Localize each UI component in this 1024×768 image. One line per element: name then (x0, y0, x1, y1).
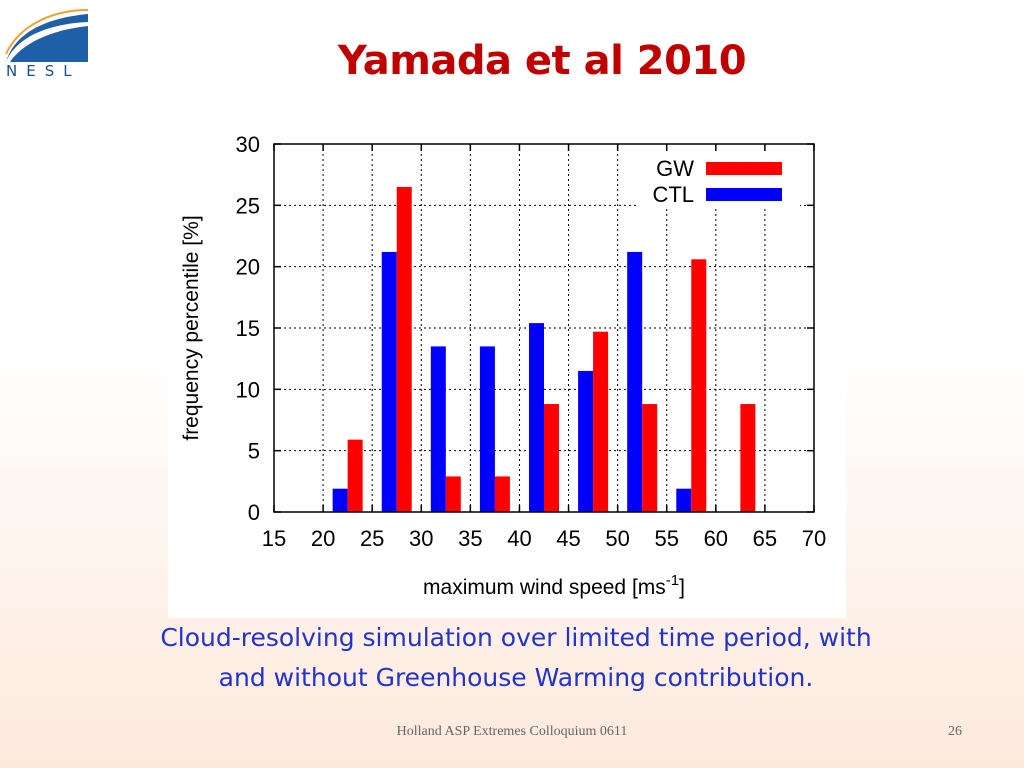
bar-gw (593, 331, 609, 512)
y-tick-label: 5 (248, 439, 260, 464)
slide-caption: Cloud-resolving simulation over limited … (60, 618, 972, 698)
x-tick-label: 40 (507, 526, 531, 551)
x-tick-label: 20 (311, 526, 335, 551)
x-tick-label: 60 (704, 526, 728, 551)
bar-gw (396, 186, 412, 512)
bar-ctl (430, 346, 446, 512)
bar-ctl (381, 251, 397, 512)
x-tick-label: 70 (802, 526, 826, 551)
slide-footer: Holland ASP Extremes Colloquium 0611 (396, 724, 628, 739)
y-axis-label: frequency percentile [%] (180, 215, 203, 440)
bar-gw (642, 404, 658, 512)
bar-gw (740, 404, 756, 512)
bar-ctl (627, 251, 643, 512)
bar-gw (494, 476, 510, 512)
x-tick-label: 30 (409, 526, 433, 551)
bar-ctl (676, 488, 692, 512)
bar-ctl (578, 370, 594, 512)
logo-swoosh-icon (5, 6, 88, 62)
x-tick-label: 15 (262, 526, 286, 551)
legend-swatch-ctl (706, 188, 782, 201)
bar-ctl (529, 323, 544, 512)
x-axis-label: maximum wind speed [ms-1] (423, 572, 685, 599)
legend-label-ctl: CTL (652, 182, 694, 207)
bar-ctl (332, 488, 348, 512)
x-tick-label: 25 (360, 526, 384, 551)
y-tick-label: 20 (236, 255, 260, 280)
legend-swatch-gw (706, 162, 782, 175)
caption-line-2: and without Greenhouse Warming contribut… (218, 663, 814, 692)
bar-gw (347, 439, 363, 512)
bar-gw (445, 476, 461, 512)
y-tick-label: 25 (236, 193, 260, 218)
legend-label-gw: GW (656, 156, 694, 181)
x-tick-label: 50 (605, 526, 629, 551)
y-tick-label: 30 (236, 132, 260, 157)
y-tick-label: 0 (248, 500, 260, 525)
y-tick-label: 10 (236, 377, 260, 402)
logo-text: NESL (6, 62, 81, 80)
y-tick-label: 15 (236, 316, 260, 341)
caption-line-1: Cloud-resolving simulation over limited … (160, 623, 872, 652)
chart-container: GW CTL 15 20 25 30 35 40 45 50 55 60 65 70 0 5 10 15 20 25 3… (168, 126, 846, 618)
x-tick-label: 55 (654, 526, 678, 551)
bar-gw (544, 404, 559, 512)
bar-gw (691, 259, 707, 512)
bar-ctl (479, 346, 495, 512)
page-number: 26 (948, 724, 962, 739)
x-tick-label: 45 (556, 526, 580, 551)
x-tick-label: 35 (458, 526, 482, 551)
slide-title: Yamada et al 2010 (337, 38, 747, 84)
x-tick-label: 65 (753, 526, 777, 551)
